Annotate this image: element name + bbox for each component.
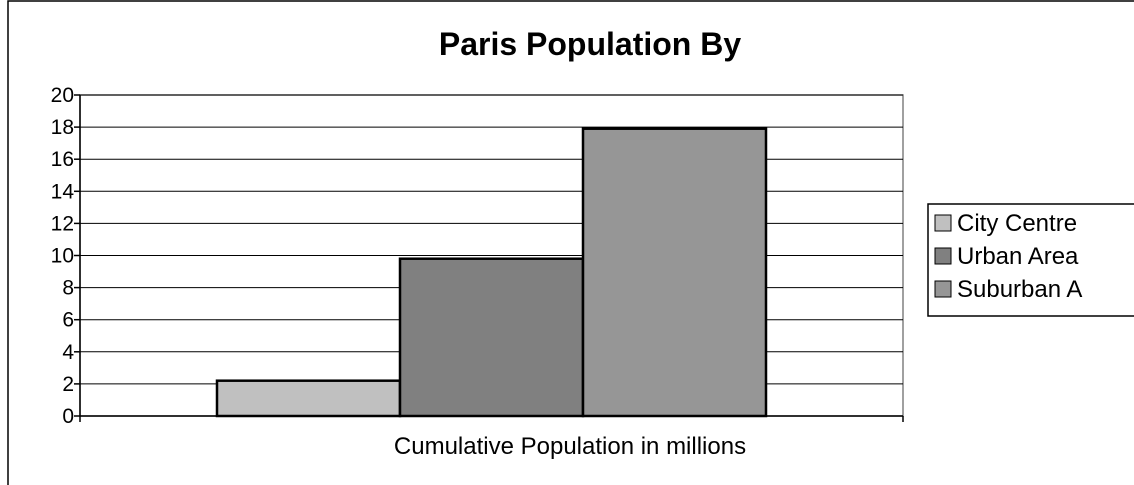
legend: City Centre Urban Area Suburban A	[927, 203, 1134, 317]
y-tick-label-4: 4	[62, 341, 74, 364]
bar-city-centre	[215, 379, 402, 418]
legend-swatch-city-centre	[934, 214, 952, 232]
legend-swatch-suburban-a	[934, 280, 952, 298]
chart-title: Paris Population By	[439, 26, 741, 62]
y-tick-label-20: 20	[51, 84, 74, 107]
y-tick-label-12: 12	[51, 212, 74, 235]
y-tick-label-14: 14	[51, 180, 75, 203]
legend-swatch-urban-area	[934, 247, 952, 265]
legend-label-suburban-a: Suburban A	[957, 276, 1082, 303]
x-axis-label: Cumulative Population in millions	[394, 433, 746, 460]
y-tick-label-18: 18	[51, 116, 74, 139]
bar-urban-area	[398, 257, 585, 418]
bar-suburban-a	[581, 127, 768, 418]
legend-label-urban-area: Urban Area	[957, 243, 1079, 270]
y-tick-label-0: 0	[62, 405, 74, 428]
legend-border	[927, 203, 1134, 317]
y-tick-label-6: 6	[62, 309, 74, 332]
y-tick-label-8: 8	[62, 277, 74, 300]
plot-area: 0 2 4 6 8 10 12 14 16 18 20	[51, 84, 904, 428]
legend-label-city-centre: City Centre	[957, 210, 1077, 237]
y-tick-label-16: 16	[51, 148, 74, 171]
legend-items: City Centre Urban Area Suburban A	[934, 210, 1082, 303]
y-tick-label-10: 10	[51, 245, 74, 268]
y-tick-label-2: 2	[62, 373, 74, 396]
